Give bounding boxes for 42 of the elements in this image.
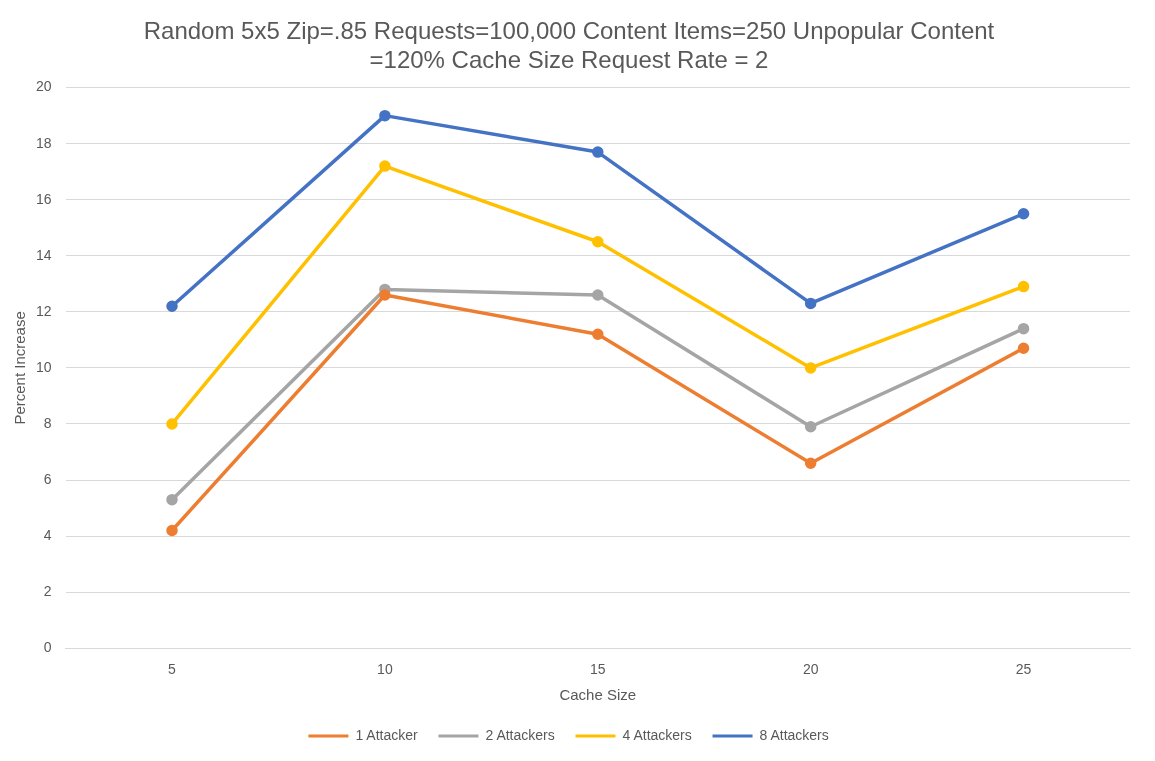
chart-title: Random 5x5 Zip=.85 Requests=100,000 Content Items=250 Unpopular Content =120% Cache Size Request Rate = 2: [143, 17, 995, 73]
y-tick-label: 8: [43, 414, 52, 431]
point: [166, 418, 178, 430]
x-tick-label: 10: [377, 661, 393, 678]
legend-label: 1 Attacker: [355, 726, 419, 743]
point: [804, 421, 817, 433]
y-axis-title: Percent Increase: [11, 311, 29, 425]
point: [804, 297, 817, 310]
point: [804, 362, 817, 374]
point: [379, 289, 391, 301]
point: [592, 146, 604, 158]
y-tick-label: 18: [35, 134, 52, 151]
y-tick-label: 6: [43, 470, 52, 487]
point: [1017, 342, 1030, 355]
point: [379, 109, 391, 122]
y-tick-label: 2: [43, 583, 52, 599]
y-tick-label: 14: [35, 246, 52, 263]
legend-label: 4 Attackers: [622, 726, 692, 743]
y-tick-label: 0: [43, 639, 52, 656]
x-tick-label: 5: [168, 661, 177, 678]
point: [1017, 280, 1030, 293]
point: [592, 289, 604, 301]
legend-label: 8 Attackers: [759, 726, 829, 743]
legend-label: 2 Attackers: [485, 726, 555, 743]
point: [592, 236, 604, 248]
point: [166, 300, 178, 312]
x-axis-title: Cache Size: [559, 686, 637, 704]
point: [804, 457, 817, 469]
point: [1017, 207, 1030, 220]
y-tick-label: 12: [35, 302, 52, 319]
y-tick-label: 20: [35, 78, 52, 95]
point: [592, 328, 604, 341]
point: [166, 493, 178, 506]
point: [1017, 322, 1030, 335]
point: [379, 160, 391, 172]
x-tick-label: 25: [1015, 661, 1032, 678]
x-tick-label: 20: [802, 661, 819, 678]
point: [166, 524, 178, 537]
x-tick-label: 15: [590, 661, 606, 678]
y-tick-label: 16: [35, 190, 52, 207]
y-tick-label: 4: [43, 526, 52, 543]
y-tick-label: 10: [35, 358, 52, 375]
